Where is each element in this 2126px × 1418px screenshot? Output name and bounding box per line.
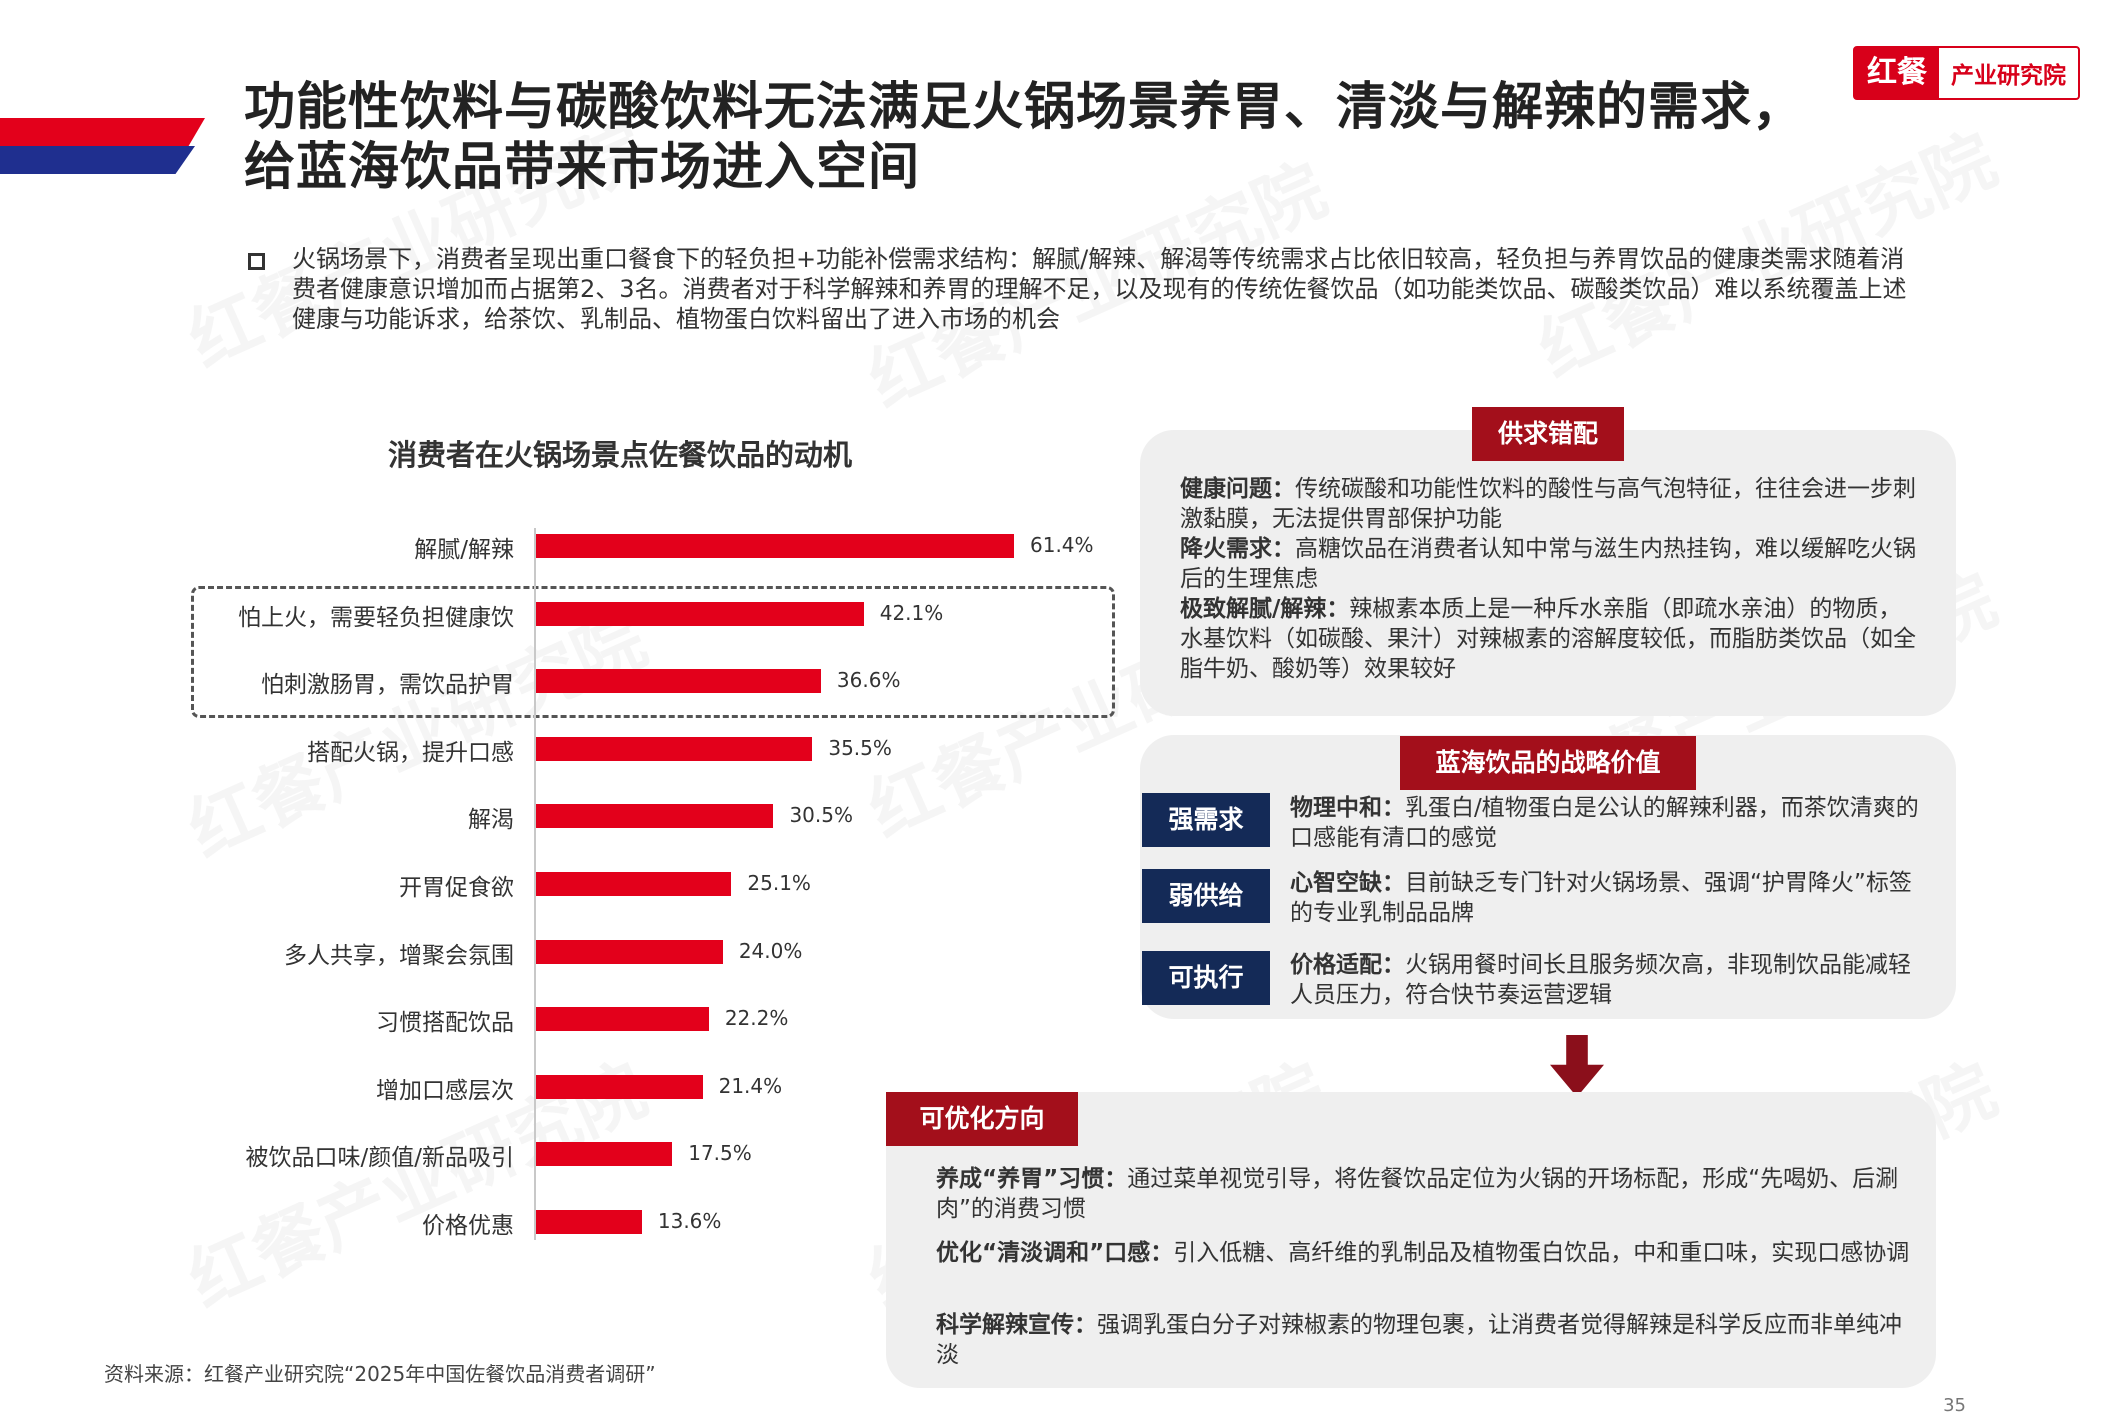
panel3-item-label: 优化“清淡调和”口感： (936, 1240, 1174, 1266)
page-title-line1: 功能性饮料与碳酸饮料无法满足火锅场景养胃、清淡与解辣的需求， (244, 78, 1805, 137)
panel2-item-text: 乳蛋白/植物蛋白是公认的解辣利器，而茶饮清爽的口感能有清口的感觉 (1290, 795, 1919, 851)
panel2-item-text: 目前缺乏专门针对火锅场景、强调“护胃降火”标签的专业乳制品品牌 (1290, 870, 1912, 926)
panel3-item-label: 科学解辣宣传： (936, 1312, 1097, 1338)
panel3-item-label: 养成“养胃”习惯： (936, 1166, 1128, 1192)
tag-optimization: 可优化方向 (886, 1092, 1078, 1146)
bar-area: 61.4% 42.1% 36.6% 35.5% 30.5% 25.1% 24.0% 22.2%… (536, 0, 1116, 1418)
brand-logo-mark: 红餐 (1855, 48, 1939, 98)
chart-bar (536, 1074, 703, 1099)
panel2-item-label: 物理中和： (1290, 795, 1405, 821)
page-title-line2: 给蓝海饮品带来市场进入空间 (244, 138, 921, 197)
bar-value-label: 30.5% (789, 803, 853, 828)
panel1-item-label: 降火需求： (1180, 536, 1295, 562)
panel1-item-text: 高糖饮品在消费者认知中常与滋生内热挂钩，难以缓解吃火锅后的生理焦虑 (1180, 536, 1916, 592)
panel3-item: 养成“养胃”习惯：通过菜单视觉引导，将佐餐饮品定位为火锅的开场标配，形成“先喝奶… (936, 1164, 1916, 1224)
bar-value-label: 21.4% (718, 1073, 783, 1098)
category-label: 多人共享，增聚会氛围 (284, 942, 514, 969)
panel2-item: 物理中和：乳蛋白/植物蛋白是公认的解辣利器，而茶饮清爽的口感能有清口的感觉 (1290, 793, 1930, 853)
highlight-dashed-box (191, 586, 1115, 718)
header-blue-band (0, 146, 195, 174)
panel1-item-label: 极致解腻/解辣： (1180, 596, 1350, 622)
category-label: 怕上火，需要轻负担健康饮 (238, 604, 514, 631)
category-label: 价格优惠 (422, 1213, 514, 1239)
category-label: 搭配火锅，提升口感 (307, 739, 514, 766)
category-label: 解渴 (468, 807, 514, 834)
chart-bar (536, 736, 813, 761)
panel1-item: 健康问题：传统碳酸和功能性饮料的酸性与高气泡特征，往往会进一步刺激黏膜，无法提供… (1180, 474, 1920, 534)
chart-bar (536, 872, 732, 896)
panel3-item: 科学解辣宣传：强调乳蛋白分子对辣椒素的物理包裹，让消费者觉得解辣是科学反应而非单… (936, 1310, 1916, 1370)
bar-value-label: 22.2% (724, 1006, 789, 1031)
chart-title: 消费者在火锅场景点佐餐饮品的动机 (388, 438, 853, 472)
panel1-item-text: 辣椒素本质上是一种斥水亲脂（即疏水亲油）的物质，水基饮料（如碳酸、果汁）对辣椒素… (1180, 596, 1916, 682)
chart-bar (536, 939, 723, 964)
bar-value-label: 24.0% (738, 938, 803, 963)
panel1-item: 降火需求：高糖饮品在消费者认知中常与滋生内热挂钩，难以缓解吃火锅后的生理焦虑 (1180, 534, 1920, 594)
header-red-band (0, 118, 205, 146)
page-title: 功能性饮料与碳酸饮料无法满足火锅场景养胃、清淡与解辣的需求， 给蓝海饮品带来市场… (244, 78, 1884, 198)
tag-supply-mismatch: 供求错配 (1472, 407, 1624, 461)
square-bullet-icon (248, 253, 265, 270)
panel2-item: 价格适配：火锅用餐时间长且服务频次高，非现制饮品能减轻人员压力，符合快节奏运营逻… (1290, 950, 1930, 1010)
category-label: 怕刺激肠胃，需饮品护胃 (261, 672, 514, 699)
bar-value-label: 42.1% (879, 600, 944, 625)
tag-strategic-value: 蓝海饮品的战略价值 (1400, 736, 1696, 790)
panel1-item-label: 健康问题： (1180, 476, 1295, 502)
bar-value-label: 25.1% (747, 871, 811, 895)
source-note: 资料来源：红餐产业研究院“2025年中国佐餐饮品消费者调研” (104, 1362, 656, 1386)
panel2-item: 心智空缺：目前缺乏专门针对火锅场景、强调“护胃降火”标签的专业乳制品品牌 (1290, 868, 1930, 928)
panel3-item-text: 强调乳蛋白分子对辣椒素的物理包裹，让消费者觉得解辣是科学反应而非单纯冲淡 (936, 1312, 1902, 1368)
chart-bar (536, 804, 774, 829)
chart-bar (536, 601, 864, 626)
category-label: 开胃促食欲 (399, 875, 514, 901)
badge-executable: 可执行 (1142, 951, 1270, 1005)
panel3-item-text: 引入低糖、高纤维的乳制品及植物蛋白饮品，中和重口味，实现口感协调 (1173, 1240, 1910, 1266)
chart-bar (536, 534, 1014, 558)
chart-bar (536, 1142, 673, 1167)
bar-value-label: 36.6% (836, 668, 901, 693)
panel2-item-text: 火锅用餐时间长且服务频次高，非现制饮品能减轻人员压力，符合快节奏运营逻辑 (1290, 952, 1911, 1008)
bar-value-label: 61.4% (1030, 533, 1094, 557)
category-label: 习惯搭配饮品 (376, 1010, 514, 1037)
bar-value-label: 17.5% (688, 1141, 752, 1166)
panel1-item: 极致解腻/解辣：辣椒素本质上是一种斥水亲脂（即疏水亲油）的物质，水基饮料（如碳酸… (1180, 594, 1920, 684)
bar-value-label: 35.5% (828, 735, 892, 760)
brand-logo: 红餐 产业研究院 (1853, 46, 2080, 100)
chart-axis-line (534, 528, 536, 1240)
chart-bar (536, 1210, 642, 1234)
badge-weak-supply: 弱供给 (1142, 869, 1270, 923)
page-number: 35 (1943, 1395, 1966, 1416)
badge-strong-demand: 强需求 (1142, 793, 1270, 847)
panel1-item-text: 传统碳酸和功能性饮料的酸性与高气泡特征，往往会进一步刺激黏膜，无法提供胃部保护功… (1180, 476, 1916, 532)
panel2-item-label: 价格适配： (1290, 952, 1405, 978)
category-labels: 解腻/解辣怕上火，需要轻负担健康饮怕刺激肠胃，需饮品护胃搭配火锅，提升口感解渴开… (0, 0, 514, 1418)
bar-value-label: 13.6% (657, 1209, 722, 1233)
panel-supply-mismatch (1140, 430, 1956, 716)
category-label: 解腻/解辣 (414, 537, 514, 563)
category-label: 增加口感层次 (376, 1077, 514, 1104)
down-arrow-icon (1550, 1035, 1604, 1097)
brand-logo-text: 产业研究院 (1951, 63, 2066, 89)
panel3-item-text: 通过菜单视觉引导，将佐餐饮品定位为火锅的开场标配，形成“先喝奶、后涮肉”的消费习… (936, 1166, 1899, 1222)
panel2-item-label: 心智空缺： (1290, 870, 1405, 896)
chart-bar (536, 669, 821, 694)
chart-bar (536, 1007, 709, 1032)
category-label: 被饮品口味/颜值/新品吸引 (245, 1145, 515, 1172)
intro-paragraph: 火锅场景下，消费者呈现出重口餐食下的轻负担+功能补偿需求结构：解腻/解辣、解渴等… (292, 245, 1907, 333)
panel3-item: 优化“清淡调和”口感：引入低糖、高纤维的乳制品及植物蛋白饮品，中和重口味，实现口… (936, 1238, 1916, 1268)
